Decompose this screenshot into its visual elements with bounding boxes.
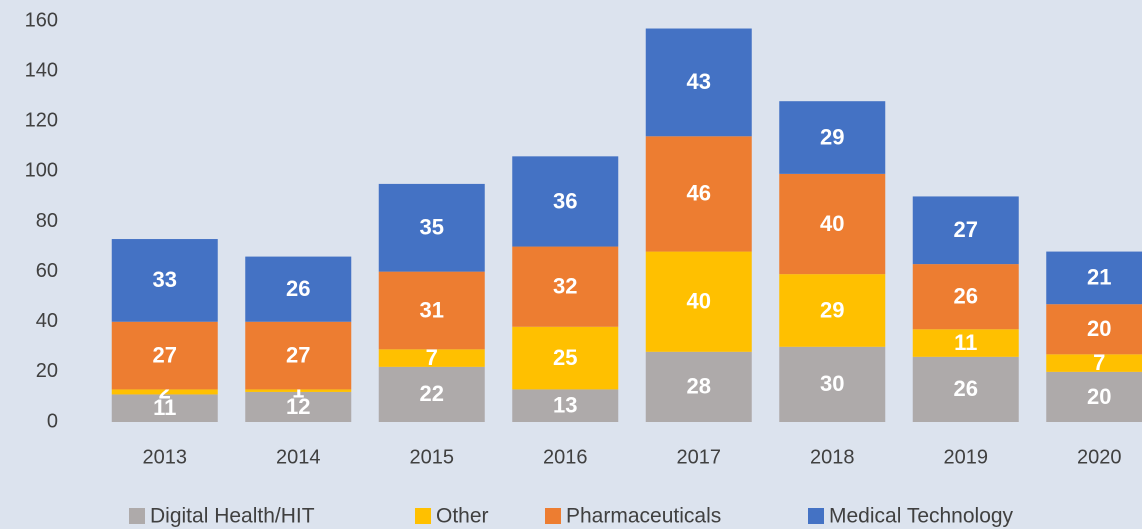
data-label: 27	[954, 217, 978, 242]
y-tick-label: 20	[36, 360, 58, 382]
bar-segment	[245, 256, 352, 322]
x-tick-label: 2015	[410, 446, 455, 468]
y-tick-label: 40	[36, 310, 58, 332]
bar-segment	[245, 321, 352, 390]
data-label: 26	[954, 376, 978, 401]
x-tick-label: 2014	[276, 446, 321, 468]
data-label: 25	[553, 345, 577, 370]
data-label: 27	[153, 342, 177, 367]
bar-segment	[645, 136, 752, 252]
bar-segment	[512, 246, 619, 327]
bar-segment	[912, 329, 1019, 357]
x-tick-label: 2018	[810, 446, 855, 468]
bar-segment	[111, 321, 218, 390]
x-tick-label: 2020	[1077, 446, 1122, 468]
data-label: 20	[1087, 316, 1111, 341]
y-tick-label: 100	[25, 160, 58, 182]
y-tick-label: 160	[25, 9, 58, 31]
bar-segment	[512, 326, 619, 390]
bar-segment	[1046, 304, 1142, 355]
y-tick-label: 0	[47, 410, 58, 432]
y-tick-label: 60	[36, 260, 58, 282]
x-tick-label: 2013	[143, 446, 188, 468]
data-label: 13	[553, 393, 577, 418]
data-label: 7	[1093, 350, 1105, 375]
legend-swatch	[129, 508, 145, 524]
bar-segment	[645, 251, 752, 352]
data-label: 11	[153, 395, 176, 420]
bar-segment	[912, 264, 1019, 330]
legend-label: Digital Health/HIT	[150, 505, 315, 528]
bar-segment	[378, 271, 485, 350]
bar-segment	[378, 349, 485, 367]
bar-segment	[378, 183, 485, 272]
data-label: 43	[687, 69, 711, 94]
bar-segment	[512, 156, 619, 247]
data-label: 30	[820, 371, 844, 396]
legend-label: Other	[436, 505, 489, 528]
data-label: 46	[687, 181, 711, 206]
data-label: 36	[553, 188, 577, 213]
data-label: 26	[286, 276, 310, 301]
bar-segment	[645, 351, 752, 422]
y-tick-label: 80	[36, 210, 58, 232]
data-label: 26	[954, 284, 978, 309]
legend-swatch	[808, 508, 824, 524]
data-label: 33	[153, 267, 177, 292]
data-label: 7	[426, 345, 438, 370]
data-label: 22	[420, 381, 444, 406]
bar-segment	[111, 239, 218, 322]
legend-swatch	[415, 508, 431, 524]
bar-segment	[111, 389, 218, 395]
y-tick-label: 120	[25, 110, 58, 132]
x-tick-label: 2016	[543, 446, 588, 468]
bar-segment	[779, 346, 886, 422]
data-label: 40	[820, 211, 844, 236]
y-tick-label: 140	[25, 59, 58, 81]
bar-segment	[1046, 354, 1142, 372]
data-label: 35	[420, 215, 444, 240]
data-label: 12	[286, 394, 310, 419]
data-label: 28	[687, 374, 711, 399]
bar-segment	[912, 356, 1019, 422]
bar-segment	[779, 101, 886, 174]
bar-segment	[1046, 251, 1142, 305]
bar-segment	[1046, 371, 1142, 422]
data-label: 11	[954, 330, 977, 355]
data-label: 20	[1087, 384, 1111, 409]
bar-segment	[912, 196, 1019, 265]
data-label: 32	[553, 273, 577, 298]
bar-segment	[111, 394, 218, 422]
x-tick-label: 2017	[677, 446, 722, 468]
legend-label: Medical Technology	[829, 505, 1014, 528]
data-label: 29	[820, 124, 844, 149]
bar-segment	[378, 366, 485, 422]
data-label: 29	[820, 297, 844, 322]
x-tick-label: 2019	[944, 446, 989, 468]
bar-segment	[245, 389, 352, 392]
data-label: 31	[420, 297, 444, 322]
bar-segment	[245, 391, 352, 422]
data-label: 40	[687, 289, 711, 314]
bar-segment	[645, 28, 752, 137]
bar-segment	[779, 274, 886, 347]
legend-label: Pharmaceuticals	[566, 505, 721, 528]
data-label: 27	[286, 342, 310, 367]
data-label: 21	[1087, 265, 1111, 290]
bar-segment	[512, 389, 619, 422]
legend-swatch	[545, 508, 561, 524]
bar-segment	[779, 173, 886, 275]
